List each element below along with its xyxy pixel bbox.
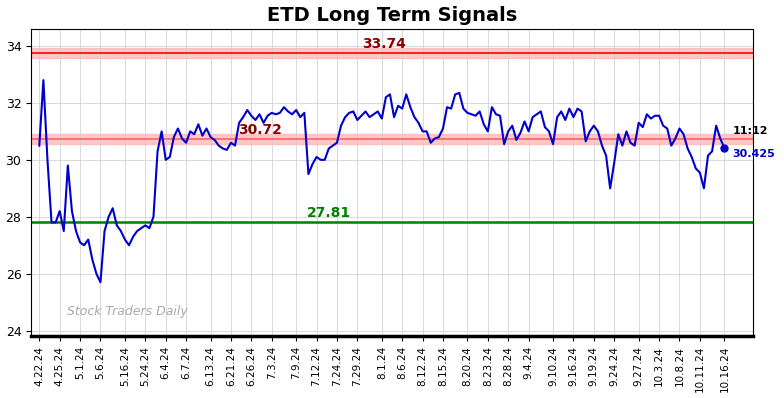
- Bar: [31, 134, 753, 144]
- Bar: [31, 48, 753, 59]
- Text: 30.72: 30.72: [238, 123, 281, 137]
- Text: 11:12: 11:12: [732, 126, 768, 137]
- Text: 27.81: 27.81: [307, 206, 350, 220]
- Title: ETD Long Term Signals: ETD Long Term Signals: [267, 6, 517, 25]
- Text: Stock Traders Daily: Stock Traders Daily: [67, 305, 188, 318]
- Text: 33.74: 33.74: [362, 37, 406, 51]
- Text: 30.425: 30.425: [732, 149, 775, 159]
